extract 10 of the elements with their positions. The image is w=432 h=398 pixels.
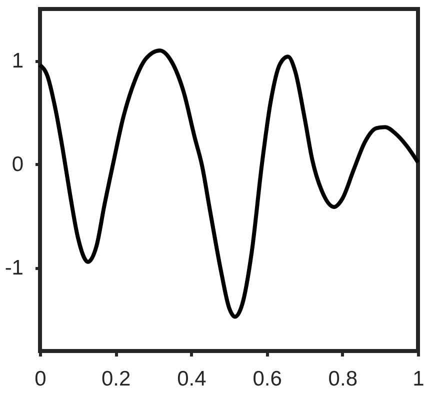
x-tick-label: 0.4	[177, 368, 207, 390]
y-tick-label: 1	[12, 49, 24, 72]
y-tick-label: 0	[12, 152, 24, 176]
x-tick-label: 0.8	[328, 368, 358, 390]
x-tick-label: 0.2	[102, 368, 131, 390]
x-tick-label: 0	[34, 368, 46, 390]
line-series	[38, 48, 420, 319]
x-tick-label: 0.6	[252, 368, 282, 390]
x-tick-label: 1	[412, 368, 424, 390]
y-tick-label: -1	[4, 256, 24, 280]
